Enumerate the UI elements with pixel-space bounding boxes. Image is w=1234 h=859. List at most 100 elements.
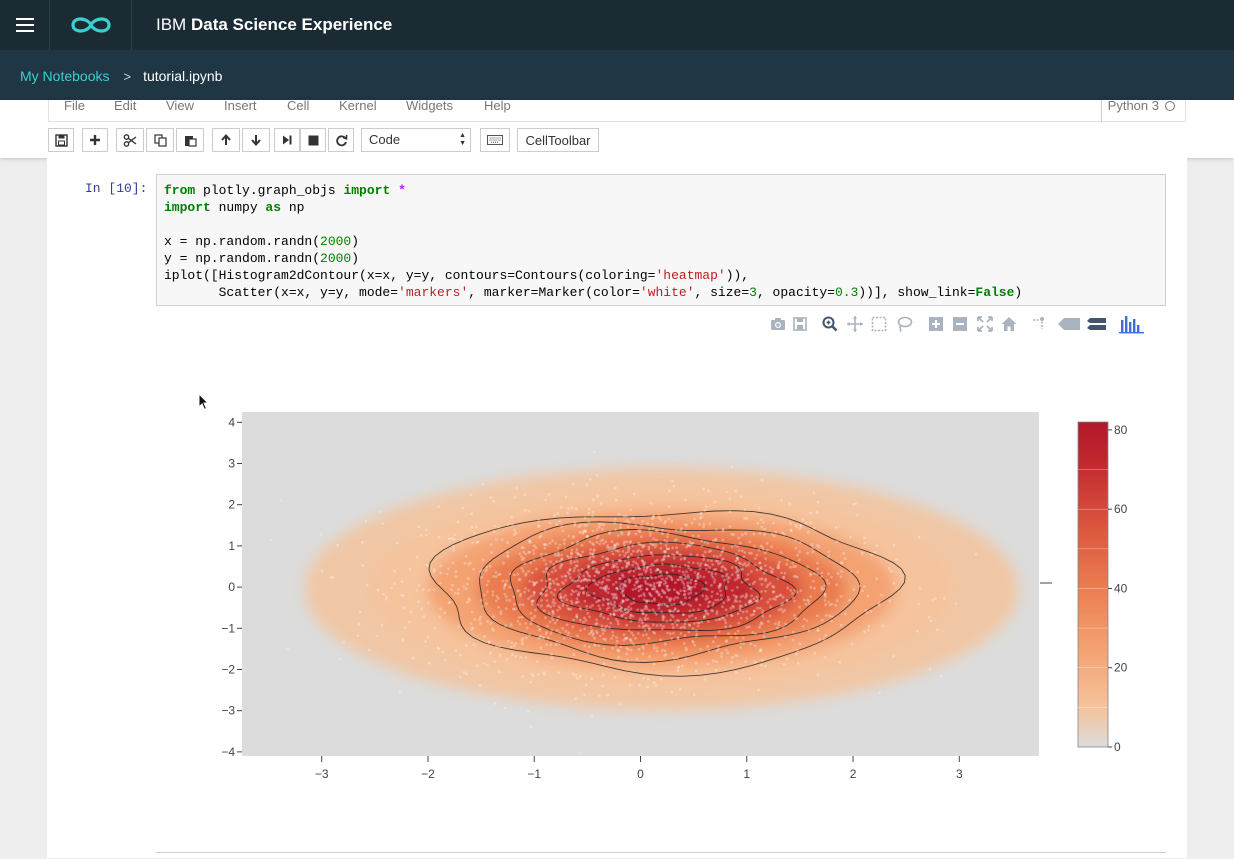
scatter-point bbox=[927, 615, 931, 619]
scatter-point bbox=[279, 499, 283, 502]
scatter-point bbox=[539, 635, 542, 639]
move-cell-up-button[interactable] bbox=[212, 128, 240, 152]
scatter-point bbox=[552, 612, 555, 616]
interrupt-kernel-button[interactable] bbox=[300, 128, 326, 152]
cell-type-select[interactable]: Code ▲ ▼ bbox=[361, 128, 471, 152]
scatter-point bbox=[792, 565, 795, 569]
scatter-point bbox=[336, 544, 340, 547]
scatter-point bbox=[469, 622, 473, 625]
scatter-point bbox=[547, 493, 551, 496]
pan-icon[interactable] bbox=[845, 314, 865, 334]
menu-insert[interactable]: Insert bbox=[224, 98, 257, 113]
scatter-point bbox=[584, 529, 587, 533]
scatter-point bbox=[629, 614, 632, 617]
colorbar[interactable] bbox=[1077, 421, 1109, 748]
scatter-point bbox=[707, 550, 711, 553]
zoom-icon[interactable] bbox=[820, 314, 840, 334]
celltoolbar-button[interactable]: CellToolbar bbox=[517, 128, 599, 152]
scatter-point bbox=[668, 588, 671, 592]
command-palette-button[interactable] bbox=[480, 128, 510, 152]
hover-compare-icon[interactable] bbox=[1086, 314, 1108, 334]
scatter-point bbox=[877, 603, 881, 607]
restart-kernel-button[interactable] bbox=[328, 128, 354, 152]
camera-icon[interactable] bbox=[768, 314, 788, 334]
scatter-point bbox=[661, 590, 665, 593]
scatter-point bbox=[654, 576, 657, 580]
breadcrumb-my-notebooks[interactable]: My Notebooks bbox=[20, 68, 110, 84]
hover-closest-icon[interactable] bbox=[1056, 314, 1082, 334]
cut-button[interactable] bbox=[116, 128, 144, 152]
scatter-point bbox=[772, 521, 775, 525]
insert-cell-button[interactable] bbox=[82, 128, 108, 152]
scatter-point bbox=[683, 564, 687, 567]
scatter-point bbox=[706, 612, 710, 616]
scatter-point bbox=[710, 584, 713, 587]
scatter-point bbox=[549, 560, 552, 564]
run-cell-button[interactable] bbox=[274, 128, 300, 152]
menu-view[interactable]: View bbox=[166, 98, 194, 113]
code-cell-input[interactable]: from plotly.graph_objs import * import n… bbox=[156, 174, 1166, 306]
scatter-point bbox=[559, 564, 563, 567]
code-editor[interactable]: from plotly.graph_objs import * import n… bbox=[164, 182, 1022, 301]
scatter-point bbox=[732, 533, 736, 536]
menu-widgets[interactable]: Widgets bbox=[406, 98, 453, 113]
spike-lines-icon[interactable] bbox=[1029, 314, 1049, 334]
scatter-point bbox=[614, 580, 618, 584]
scatter-point bbox=[637, 624, 641, 628]
zoom-in-icon[interactable] bbox=[926, 314, 946, 334]
scatter-point bbox=[447, 537, 451, 540]
zoom-out-icon[interactable] bbox=[950, 314, 970, 334]
menu-help[interactable]: Help bbox=[484, 98, 511, 113]
box-select-icon[interactable] bbox=[869, 314, 889, 334]
scatter-point bbox=[565, 598, 569, 602]
scatter-point bbox=[670, 564, 673, 567]
save-plot-icon[interactable] bbox=[790, 314, 810, 334]
scatter-point bbox=[532, 549, 535, 552]
scatter-point bbox=[392, 582, 396, 585]
scatter-point bbox=[596, 583, 600, 587]
scatter-point bbox=[503, 584, 507, 588]
scatter-point bbox=[623, 540, 627, 544]
scatter-point bbox=[497, 573, 500, 576]
paste-button[interactable] bbox=[176, 128, 204, 152]
scatter-point bbox=[601, 632, 605, 635]
scatter-point bbox=[556, 628, 559, 632]
scatter-point bbox=[605, 598, 609, 601]
scatter-point bbox=[592, 543, 595, 547]
scatter-point bbox=[618, 608, 622, 611]
dsx-logo-icon[interactable] bbox=[50, 0, 132, 50]
autoscale-icon[interactable] bbox=[975, 314, 995, 334]
scatter-point bbox=[613, 545, 616, 548]
save-button[interactable] bbox=[48, 128, 74, 152]
scatter-point bbox=[655, 538, 658, 542]
scatter-point bbox=[702, 522, 706, 526]
scatter-point bbox=[524, 587, 527, 590]
plotly-logo-icon[interactable] bbox=[1118, 314, 1146, 334]
code-token: , size= bbox=[694, 285, 750, 300]
scatter-point bbox=[835, 540, 839, 543]
scatter-point bbox=[873, 550, 877, 554]
scatter-point bbox=[598, 542, 602, 546]
scatter-point bbox=[452, 548, 455, 552]
menu-edit[interactable]: Edit bbox=[114, 98, 137, 113]
scatter-point bbox=[686, 588, 690, 591]
scatter-point bbox=[620, 573, 624, 577]
move-cell-down-button[interactable] bbox=[242, 128, 270, 152]
lasso-select-icon[interactable] bbox=[894, 314, 914, 334]
menu-cell[interactable]: Cell bbox=[287, 98, 310, 113]
scatter-point bbox=[512, 595, 516, 599]
reset-axes-icon[interactable] bbox=[999, 314, 1019, 334]
hamburger-menu-icon[interactable] bbox=[0, 0, 50, 50]
menu-kernel[interactable]: Kernel bbox=[339, 98, 377, 113]
scatter-point bbox=[419, 534, 423, 537]
scatter-point bbox=[672, 553, 676, 557]
scatter-point bbox=[398, 690, 401, 694]
scatter-point bbox=[741, 594, 745, 598]
scatter-point bbox=[612, 613, 616, 616]
scatter-point bbox=[748, 540, 752, 544]
scatter-point bbox=[595, 473, 599, 477]
menu-file[interactable]: File bbox=[64, 98, 85, 113]
copy-button[interactable] bbox=[146, 128, 174, 152]
scatter-point bbox=[669, 575, 672, 579]
